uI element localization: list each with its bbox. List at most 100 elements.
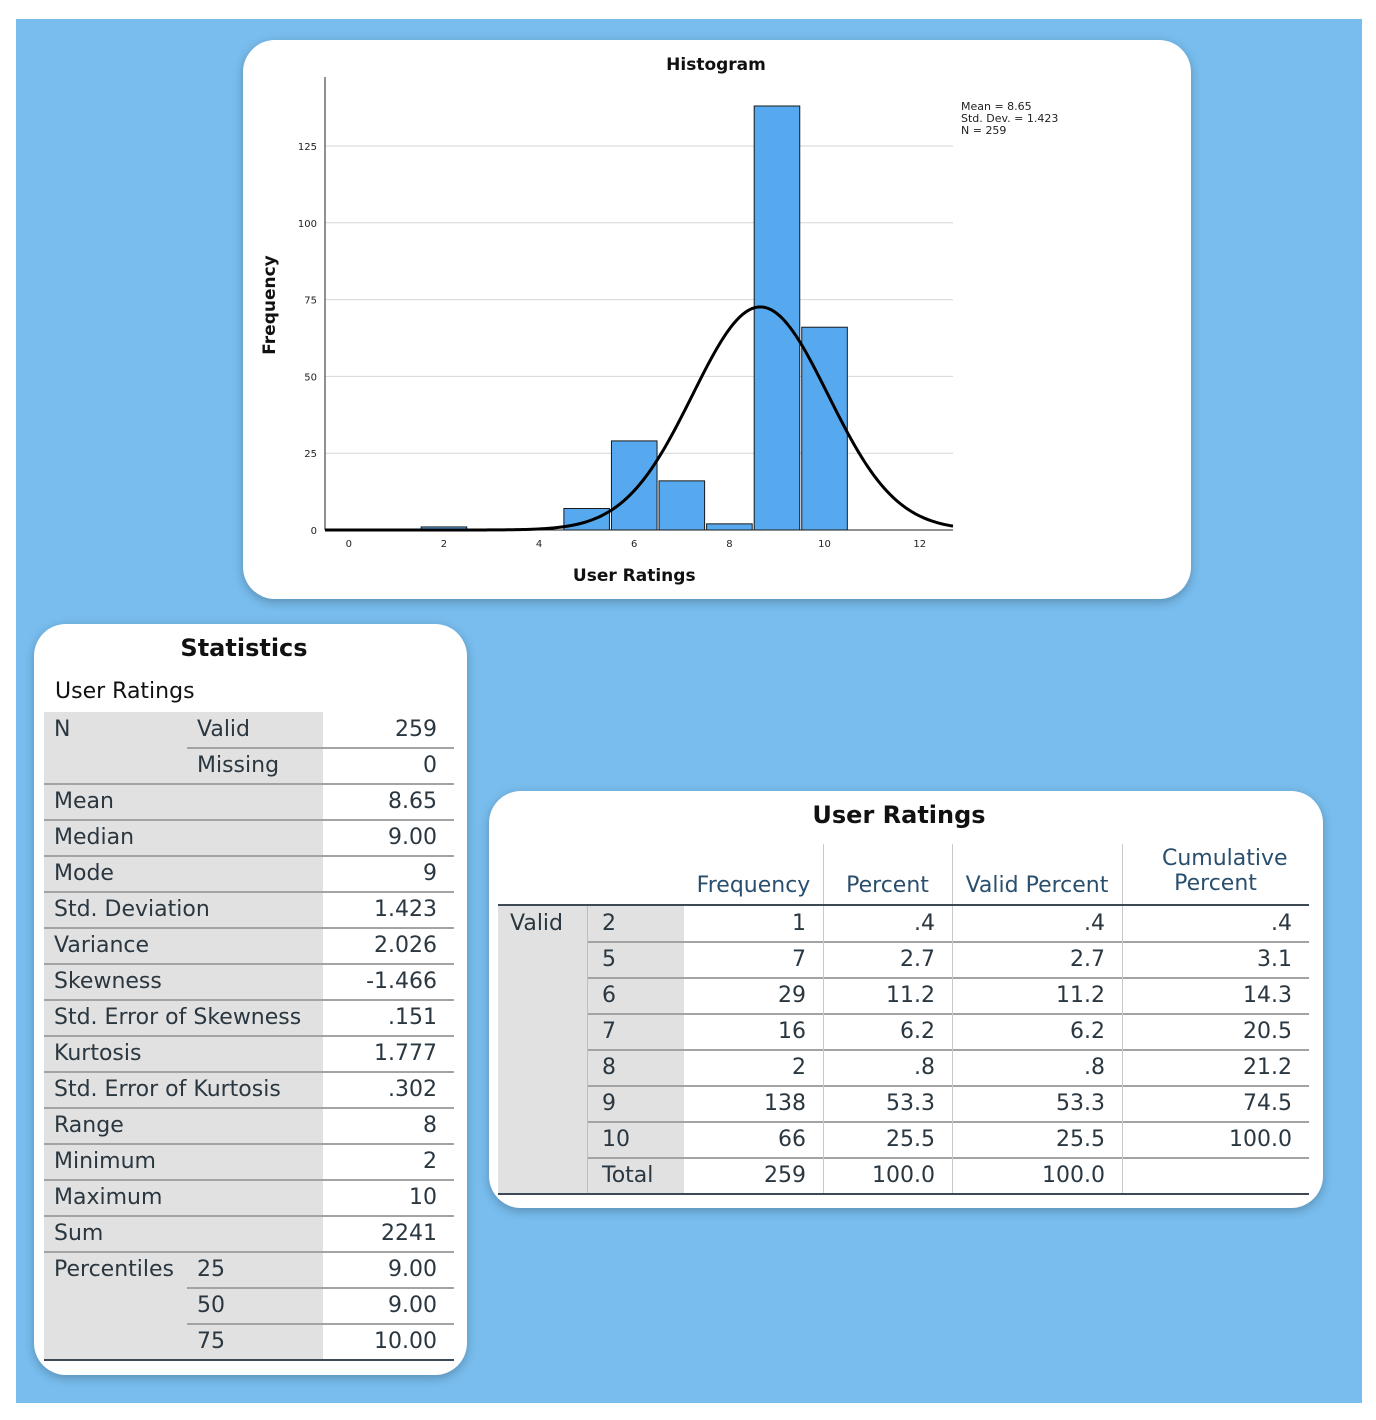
statistics-row-separator — [44, 819, 454, 821]
statistics-row-value: 9.00 — [388, 1257, 437, 1282]
cumulative-percent-cell: 20.5 — [1243, 1019, 1292, 1044]
statistics-row-separator — [187, 747, 454, 749]
statistics-row-value: .151 — [388, 1005, 437, 1030]
statistics-row-label: Mode — [54, 861, 114, 886]
statistics-row-separator — [44, 855, 454, 857]
cumulative-percent-cell: 100.0 — [1229, 1127, 1292, 1152]
column-header-percent: Percent — [846, 873, 929, 898]
statistics-row-value: 2.026 — [374, 933, 437, 958]
body-column-separator — [1122, 906, 1123, 1194]
percent-cell: 53.3 — [886, 1091, 935, 1116]
y-tick-label: 0 — [311, 526, 317, 537]
histogram-bar — [706, 523, 753, 531]
statistics-row-separator — [44, 927, 454, 929]
y-tick-label: 75 — [304, 296, 317, 307]
statistics-bottom-rule — [44, 1359, 454, 1361]
statistics-row-separator — [44, 783, 454, 785]
frequency-bottom-rule — [498, 1193, 1309, 1195]
x-tick-label: 2 — [441, 539, 447, 550]
percent-cell: 100.0 — [872, 1163, 935, 1188]
frequency-row-separator — [587, 1157, 1309, 1159]
statistics-row-label: Percentiles — [54, 1257, 175, 1282]
frequency-row-value: 5 — [602, 947, 616, 972]
statistics-row-value: 1.423 — [374, 897, 437, 922]
statistics-row-separator — [44, 1107, 454, 1109]
frequency-row-separator — [587, 941, 1309, 943]
percent-cell: .8 — [914, 1055, 935, 1080]
frequency-row-value: 7 — [602, 1019, 616, 1044]
frequency-row-value: 8 — [602, 1055, 616, 1080]
frequency-row-separator — [587, 1013, 1309, 1015]
statistics-row-label: Skewness — [54, 969, 162, 994]
frequency-cell: 2 — [792, 1055, 806, 1080]
column-header-cumulative-percent: Cumulative Percent — [1162, 846, 1288, 896]
frequency-row-value: Total — [602, 1163, 654, 1188]
body-column-separator — [952, 906, 953, 1194]
frequency-table-title: User Ratings — [812, 801, 986, 829]
frequency-row-value: 6 — [602, 983, 616, 1008]
y-tick-label: 100 — [298, 219, 317, 230]
statistics-row-separator — [44, 1035, 454, 1037]
statistics-row-sublabel: Missing — [197, 753, 280, 778]
statistics-row-separator — [44, 1215, 454, 1217]
frequency-row-separator — [587, 1085, 1309, 1087]
frequency-row-separator — [587, 1121, 1309, 1123]
statistics-row-separator — [44, 999, 454, 1001]
frequency-row-separator — [587, 1049, 1309, 1051]
frequency-cell: 138 — [764, 1091, 806, 1116]
stats-legend-line: Mean = 8.65 — [961, 100, 1032, 113]
percent-cell: .4 — [914, 911, 935, 936]
statistics-row-label: Kurtosis — [54, 1041, 142, 1066]
histogram-bar — [753, 105, 801, 531]
statistics-row-separator — [187, 1287, 454, 1289]
percent-cell: 2.7 — [900, 947, 935, 972]
x-tick-label: 6 — [631, 539, 637, 550]
y-tick-label: 125 — [298, 142, 317, 153]
statistics-row-label: Std. Deviation — [54, 897, 210, 922]
statistics-row-separator — [44, 1143, 454, 1145]
statistics-row-label: Std. Error of Skewness — [54, 1005, 302, 1030]
statistics-row-label: Range — [54, 1113, 124, 1138]
statistics-row-label: Mean — [54, 789, 114, 814]
statistics-row-sublabel: 50 — [197, 1293, 225, 1318]
cumulative-percent-cell: 14.3 — [1243, 983, 1292, 1008]
valid-percent-cell: .8 — [1084, 1055, 1105, 1080]
frequency-cell: 7 — [792, 947, 806, 972]
percent-cell: 6.2 — [900, 1019, 935, 1044]
histogram-bar — [658, 480, 706, 531]
header-column-separator — [1122, 844, 1123, 906]
statistics-row-value: 10.00 — [374, 1329, 437, 1354]
statistics-row-value: 2 — [423, 1149, 437, 1174]
valid-percent-cell: 2.7 — [1070, 947, 1105, 972]
statistics-row-label: Median — [54, 825, 135, 850]
frequency-header-rule — [498, 904, 1309, 906]
statistics-row-sublabel: Valid — [197, 717, 251, 742]
statistics-row-value: 0 — [423, 753, 437, 778]
statistics-variable-label: User Ratings — [55, 679, 195, 704]
statistics-row-value: 1.777 — [374, 1041, 437, 1066]
statistics-row-value: 2241 — [381, 1221, 437, 1246]
statistics-row-label: Maximum — [54, 1185, 163, 1210]
statistics-card: Statistics User Ratings N Valid 259 Missing… — [34, 624, 467, 1375]
y-tick-label: 50 — [304, 372, 317, 383]
statistics-row-value: 9.00 — [388, 825, 437, 850]
histogram-card: 0 25 50 75 100 125 0 2 4 6 8 10 12 Histogram User Rati… — [243, 40, 1191, 599]
statistics-row-separator — [44, 963, 454, 965]
statistics-row-value: 9.00 — [388, 1293, 437, 1318]
header-column-separator — [823, 844, 824, 906]
statistics-row-value: 9 — [423, 861, 437, 886]
chart-title: Histogram — [666, 55, 766, 75]
x-tick-label: 12 — [913, 539, 926, 550]
x-tick-label: 10 — [818, 539, 831, 550]
statistics-row-value: .302 — [388, 1077, 437, 1102]
stats-legend-line: Std. Dev. = 1.423 — [961, 112, 1058, 125]
y-axis-label: Frequency — [260, 255, 280, 355]
frequency-row-value: 2 — [602, 911, 616, 936]
statistics-row-separator — [187, 1323, 454, 1325]
statistics-row-value: 8.65 — [388, 789, 437, 814]
frequency-cell: 29 — [778, 983, 806, 1008]
valid-group-label: Valid — [510, 911, 564, 936]
statistics-row-value: -1.466 — [366, 969, 437, 994]
statistics-row-separator — [44, 1179, 454, 1181]
frequency-cell: 259 — [764, 1163, 806, 1188]
